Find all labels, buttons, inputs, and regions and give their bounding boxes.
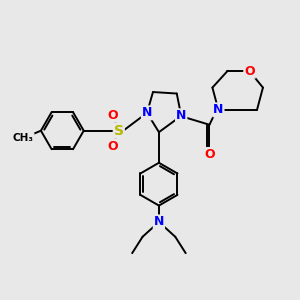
- Text: N: N: [142, 106, 152, 119]
- Text: O: O: [107, 109, 118, 122]
- Text: CH₃: CH₃: [13, 133, 34, 143]
- Text: S: S: [114, 124, 124, 138]
- Text: O: O: [204, 148, 215, 161]
- Text: N: N: [154, 215, 164, 228]
- Text: N: N: [213, 103, 224, 116]
- Text: O: O: [244, 65, 255, 78]
- Text: O: O: [107, 140, 118, 153]
- Text: N: N: [176, 109, 186, 122]
